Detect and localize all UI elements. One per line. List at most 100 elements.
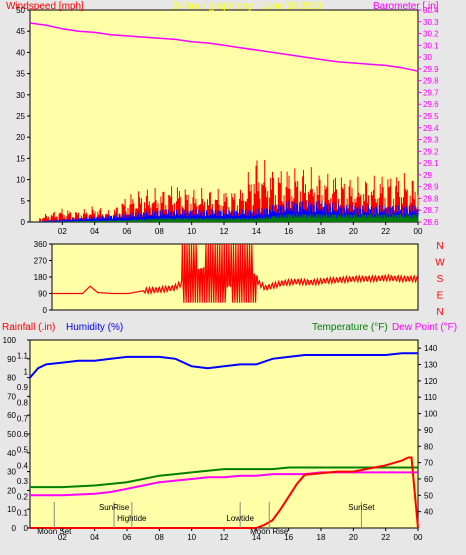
p3-rain-tick-label: 1 (24, 367, 29, 376)
p3-xtick-label: 14 (252, 533, 261, 542)
p3-temp-tick-label: 60 (424, 475, 433, 484)
p1-y2tick-label: 29.6 (423, 100, 439, 109)
p1-y2tick-label: 29.8 (423, 77, 439, 86)
p3-xtick-label: 04 (90, 533, 99, 542)
p1-y2tick-label: 29.1 (423, 159, 439, 168)
p1-xtick-label: 14 (252, 227, 261, 236)
dewpoint-series-line (30, 471, 418, 497)
p2-ytick-label: 360 (34, 240, 48, 249)
p3-rain-tick-label: 0.4 (17, 461, 29, 470)
p3-xtick-label: 10 (187, 533, 196, 542)
event-annotation-label: SunSet (348, 503, 375, 512)
rainfall-series-line (30, 456, 419, 529)
p1-ytick-label: 10 (16, 176, 25, 185)
event-annotation-label: Moon Rise (250, 527, 289, 536)
p1-ytick-label: 40 (16, 48, 25, 57)
p1-y2tick-label: 30.2 (423, 30, 439, 39)
p1-y2tick-label: 28.6 (423, 218, 439, 227)
p1-xtick-label: 10 (187, 227, 196, 236)
p1-xtick-label: 22 (381, 227, 390, 236)
rainfall-axis-label: Rainfall (.in) (2, 322, 55, 333)
p3-xtick-label: 20 (349, 533, 358, 542)
p3-temp-tick-label: 100 (424, 410, 438, 419)
p3-humidity-tick-label: 50 (7, 430, 16, 439)
p1-ytick-label: 5 (21, 197, 26, 206)
p1-xtick-label: 20 (349, 227, 358, 236)
p3-rain-tick-label: 0.3 (17, 477, 29, 486)
p2-ytick-label: 0 (43, 306, 48, 315)
p3-temp-tick-label: 140 (424, 344, 438, 353)
direction-letter: N (436, 241, 443, 252)
p1-y2tick-label: 30.1 (423, 41, 439, 50)
barometer-series-line (29, 22, 419, 72)
p1-y2tick-label: 29.7 (423, 88, 439, 97)
p1-y2tick-label: 28.8 (423, 194, 439, 203)
p3-rain-tick-label: 1.1 (17, 352, 29, 361)
p1-ytick-label: 0 (21, 218, 26, 227)
p1-xtick-label: 00 (414, 227, 423, 236)
p3-humidity-tick-label: 20 (7, 486, 16, 495)
p3-rain-tick-label: 0.9 (17, 383, 29, 392)
p1-y2tick-label: 29 (423, 171, 432, 180)
event-annotation-label: Moon Set (37, 527, 72, 536)
p3-rain-tick-label: 0.5 (17, 446, 29, 455)
p2-ytick-label: 270 (34, 257, 48, 266)
event-annotation-label: Hightide (117, 514, 147, 523)
p3-temp-tick-label: 110 (424, 393, 437, 402)
p3-humidity-tick-label: 0 (12, 524, 17, 533)
humidity-series-line (29, 352, 418, 379)
p3-rain-tick-label: 0.1 (17, 508, 29, 517)
p3-temp-tick-label: 120 (424, 377, 438, 386)
p3-xtick-label: 12 (220, 533, 229, 542)
temperature-series-line (30, 466, 418, 489)
p3-xtick-label: 00 (414, 533, 423, 542)
p1-xtick-label: 02 (58, 227, 67, 236)
p1-y2tick-label: 30.3 (423, 18, 439, 27)
p3-xtick-label: 02 (58, 533, 67, 542)
p1-y2tick-label: 29.4 (423, 124, 439, 133)
p3-rain-tick-label: 0.7 (17, 414, 29, 423)
direction-letter: E (437, 291, 444, 302)
event-annotation-label: SunRise (99, 503, 130, 512)
p1-ytick-label: 25 (16, 112, 25, 121)
p3-humidity-tick-label: 90 (7, 355, 16, 364)
p1-xtick-label: 04 (90, 227, 99, 236)
p1-xtick-label: 12 (220, 227, 229, 236)
p1-ytick-label: 50 (16, 6, 25, 15)
p1-y2tick-label: 29.3 (423, 136, 439, 145)
direction-letter: W (435, 258, 445, 269)
direction-letter: N (436, 307, 443, 318)
p1-xtick-label: 18 (317, 227, 326, 236)
p3-humidity-tick-label: 70 (7, 392, 16, 401)
p3-xtick-label: 22 (381, 533, 390, 542)
p1-ytick-label: 45 (16, 27, 25, 36)
p3-temp-tick-label: 40 (424, 508, 433, 517)
p2-ytick-label: 90 (38, 290, 47, 299)
p1-y2tick-label: 30.4 (423, 6, 439, 15)
dewpoint-axis-label: Dew Point (°F) (392, 322, 457, 333)
p1-xtick-label: 08 (155, 227, 164, 236)
p1-ytick-label: 20 (16, 133, 25, 142)
p1-y2tick-label: 30 (423, 53, 432, 62)
p1-y2tick-label: 28.9 (423, 183, 439, 192)
direction-letter: S (437, 274, 444, 285)
p3-temp-tick-label: 70 (424, 459, 433, 468)
chart-marks-layer: 0510152025303540455028.628.728.828.92929… (3, 6, 446, 542)
p3-temp-tick-label: 90 (424, 426, 433, 435)
p1-y2tick-label: 29.9 (423, 65, 439, 74)
p3-xtick-label: 18 (317, 533, 326, 542)
p3-humidity-tick-label: 60 (7, 411, 16, 420)
graph-title: 24 hour graph day : June 10 2019 (172, 1, 323, 12)
p1-xtick-label: 16 (284, 227, 293, 236)
p3-humidity-tick-label: 100 (3, 336, 17, 345)
panel3-plot-area (29, 339, 419, 529)
p1-ytick-label: 15 (16, 154, 25, 163)
p2-ytick-label: 180 (34, 273, 48, 282)
p1-y2tick-label: 29.5 (423, 112, 439, 121)
humidity-axis-label: Humidity (%) (66, 322, 123, 333)
p3-xtick-label: 08 (155, 533, 164, 542)
p1-ytick-label: 35 (16, 70, 25, 79)
p1-xtick-label: 06 (123, 227, 132, 236)
